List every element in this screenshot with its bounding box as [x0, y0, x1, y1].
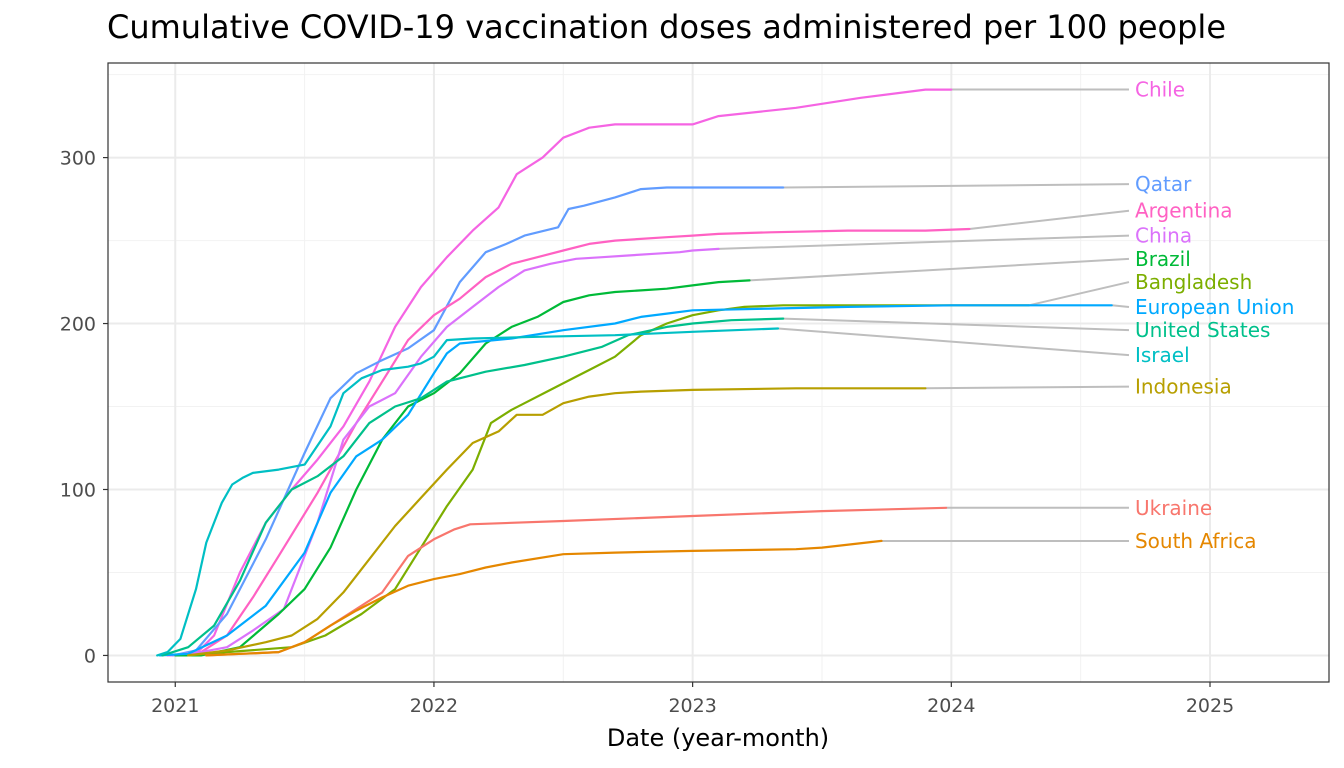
- series-line-china: [169, 247, 720, 657]
- x-tick-label: 2024: [927, 695, 975, 717]
- series-label-qatar: Qatar: [1135, 172, 1192, 196]
- connector-qatar: [783, 183, 1129, 189]
- series-line-bangladesh: [187, 304, 1031, 657]
- connector-brazil: [749, 257, 1130, 282]
- series-line-israel: [156, 327, 780, 657]
- x-axis: 2021 2022 2023 2024 2025: [151, 682, 1234, 717]
- grid-minor: [108, 63, 1329, 682]
- series-label-united-states: United States: [1135, 318, 1270, 342]
- y-tick-label: 200: [60, 314, 96, 336]
- y-tick-label: 100: [60, 479, 96, 501]
- connector-united-states: [783, 317, 1130, 332]
- label-connectors: [718, 88, 1130, 542]
- connector-china: [718, 234, 1130, 250]
- x-tick-label: 2025: [1186, 695, 1234, 717]
- series-line-european-union: [158, 304, 1113, 657]
- series-label-bangladesh: Bangladesh: [1135, 270, 1252, 294]
- series-label-israel: Israel: [1135, 343, 1190, 367]
- series-label-argentina: Argentina: [1135, 199, 1233, 223]
- y-tick-label: 0: [84, 645, 96, 667]
- y-tick-label: 300: [60, 148, 96, 170]
- series-line-qatar: [171, 186, 785, 657]
- x-axis-title: Date (year-month): [607, 724, 829, 752]
- y-axis: 0 100 200 300: [60, 148, 108, 667]
- series-label-european-union: European Union: [1135, 295, 1294, 319]
- series-label-south-africa: South Africa: [1135, 529, 1257, 553]
- series-label-brazil: Brazil: [1135, 247, 1191, 271]
- connector-bangladesh: [1028, 281, 1130, 307]
- connector-argentina: [969, 209, 1130, 230]
- series-line-brazil: [174, 279, 751, 657]
- series-label-indonesia: Indonesia: [1135, 375, 1232, 399]
- series-label-ukraine: Ukraine: [1135, 496, 1212, 520]
- connector-european-union: [1111, 304, 1130, 308]
- series-line-chile: [166, 88, 953, 657]
- series-line-united-states: [161, 317, 785, 657]
- series-label-china: China: [1135, 224, 1192, 248]
- series-lines: [156, 88, 1113, 657]
- chart-title: Cumulative COVID-19 vaccination doses ad…: [107, 8, 1226, 46]
- x-tick-label: 2023: [668, 695, 716, 717]
- connector-israel: [777, 327, 1130, 357]
- plot-panel-border: [107, 62, 1330, 683]
- series-line-indonesia: [187, 387, 927, 657]
- x-tick-label: 2021: [151, 695, 199, 717]
- series-line-argentina: [174, 227, 971, 657]
- x-tick-label: 2022: [410, 695, 458, 717]
- series-labels: Chile Qatar ArgentinaChinaBrazilBangladesh…: [1135, 78, 1294, 553]
- connector-indonesia: [925, 385, 1129, 390]
- series-line-south-africa: [205, 539, 883, 657]
- series-label-chile: Chile: [1135, 78, 1185, 102]
